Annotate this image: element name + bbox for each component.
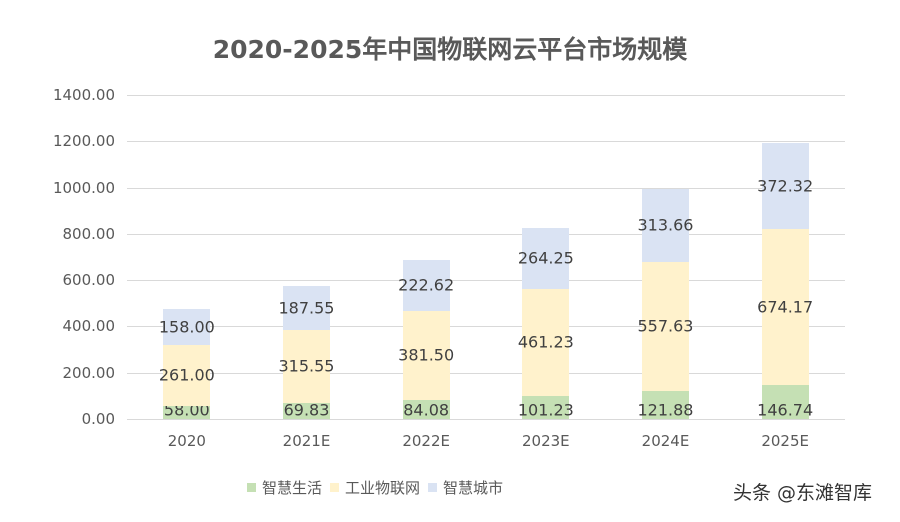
y-tick-label: 1200.00 xyxy=(52,132,115,151)
x-tick-label: 2025E xyxy=(761,432,809,450)
legend-swatch-icon xyxy=(329,483,339,492)
bar-segment xyxy=(283,402,330,419)
x-tick-label: 2023E xyxy=(522,432,570,450)
bar-segment xyxy=(283,286,330,330)
data-label: 84.08 xyxy=(403,400,450,420)
data-label: 315.55 xyxy=(278,356,335,376)
x-tick-label: 2022E xyxy=(402,432,450,450)
bar-segment xyxy=(402,311,450,400)
bar-segment xyxy=(522,288,570,396)
data-label: 101.23 xyxy=(517,400,574,420)
data-label: 222.62 xyxy=(398,275,455,295)
data-label: 158.00 xyxy=(158,317,215,337)
data-label: 461.23 xyxy=(517,332,574,352)
legend: 智慧生活 工业物联网 智慧城市 xyxy=(0,477,900,498)
legend-swatch-icon xyxy=(428,483,437,492)
bar-segment xyxy=(402,399,450,419)
data-label: 187.55 xyxy=(278,298,335,318)
data-label: 69.83 xyxy=(283,400,330,420)
y-tick-label: 800.00 xyxy=(62,224,116,243)
legend-swatch-icon xyxy=(246,483,256,492)
gridline xyxy=(127,234,845,235)
y-tick-label: 400.00 xyxy=(62,317,116,336)
gridline xyxy=(127,280,845,281)
y-tick-label: 200.00 xyxy=(62,363,116,382)
data-label: 264.25 xyxy=(517,248,574,268)
legend-item: 智慧城市 xyxy=(428,477,503,498)
data-label: 313.66 xyxy=(637,215,694,235)
data-label: 381.50 xyxy=(398,345,455,365)
y-tick-label: 1000.00 xyxy=(52,178,115,197)
legend-item: 工业物联网 xyxy=(329,477,420,498)
data-label: 146.74 xyxy=(757,400,814,420)
bar-segment xyxy=(642,261,689,391)
data-label: 261.00 xyxy=(158,365,215,385)
gridline xyxy=(127,326,845,327)
bar-segment xyxy=(402,259,450,312)
y-tick-label: 0.00 xyxy=(81,410,115,428)
x-tick-label: 2020 xyxy=(167,432,206,450)
bar-segment xyxy=(522,227,570,289)
watermark: 头条 @东滩智库 xyxy=(732,482,872,504)
data-label: 121.88 xyxy=(637,400,694,420)
bar-segment xyxy=(642,390,689,419)
data-label: 674.17 xyxy=(757,297,814,317)
y-tick-label: 600.00 xyxy=(62,271,116,290)
legend-item: 智慧生活 xyxy=(246,477,322,498)
bar-segment xyxy=(761,385,809,419)
gridline xyxy=(127,373,845,374)
bar-segment xyxy=(163,308,211,346)
gridline xyxy=(127,141,845,142)
chart-title: 2020-2025年中国物联网云平台市场规模 xyxy=(212,35,688,64)
bar-segment xyxy=(642,189,689,262)
data-label: 372.32 xyxy=(757,176,814,196)
legend-label: 工业物联网 xyxy=(344,479,420,497)
bar-segment xyxy=(522,395,570,419)
gridline xyxy=(127,95,845,96)
bar-segment xyxy=(163,405,211,419)
data-label: 557.63 xyxy=(637,316,694,336)
bar-segment xyxy=(761,229,809,386)
bar-segment xyxy=(761,142,809,229)
legend-label: 智慧生活 xyxy=(261,479,322,497)
x-tick-label: 2024E xyxy=(641,432,690,450)
y-tick-label: 1400.00 xyxy=(52,86,115,104)
gridline xyxy=(127,188,845,189)
bar-segment xyxy=(283,329,330,403)
x-tick-label: 2021E xyxy=(282,432,331,450)
gridline xyxy=(127,419,845,420)
legend-label: 智慧城市 xyxy=(443,479,504,497)
bar-segment xyxy=(163,345,211,406)
